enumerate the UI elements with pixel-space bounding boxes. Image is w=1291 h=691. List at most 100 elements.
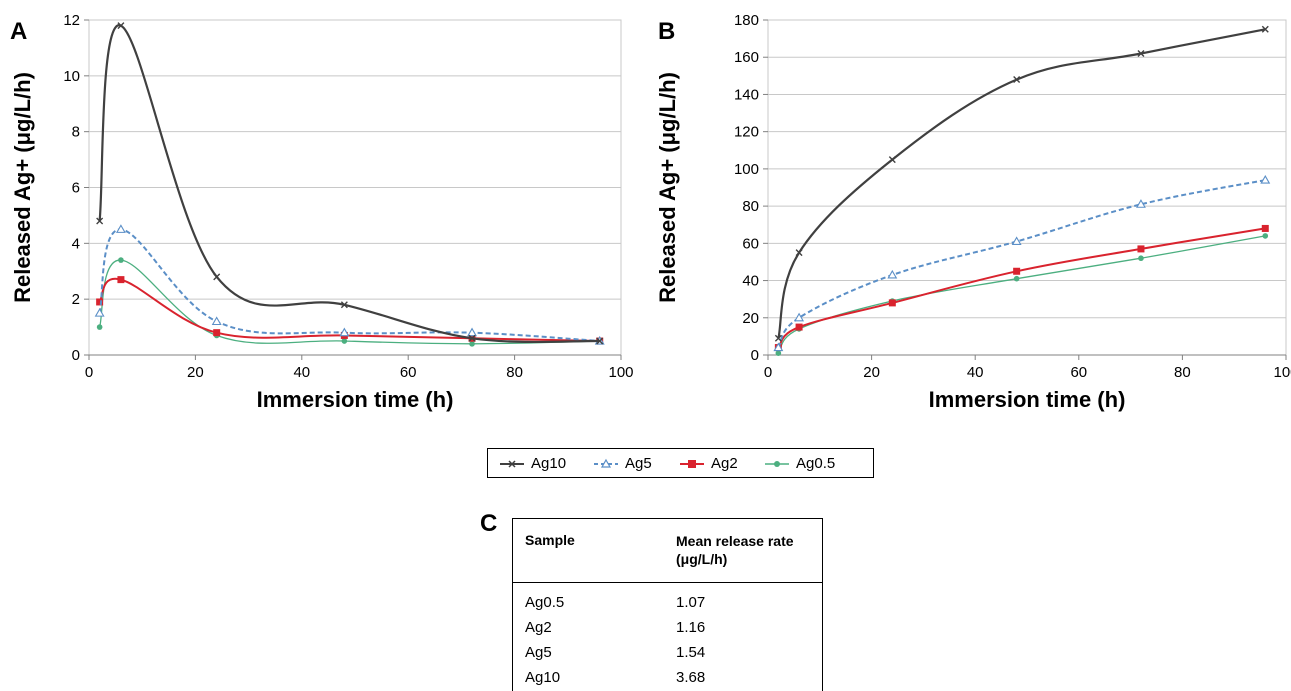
data-point: [1261, 224, 1269, 232]
data-point: [775, 350, 782, 356]
x-tick-label: 0: [764, 364, 772, 381]
y-tick-label: 0: [72, 347, 80, 364]
y-tick-label: 120: [734, 124, 759, 141]
panel-b-label: B: [658, 18, 676, 45]
series-ag2: [96, 276, 604, 345]
y-tick-label: 2: [72, 291, 80, 308]
y-tick-label: 60: [742, 235, 759, 252]
x-axis-label: Immersion time (h): [929, 387, 1126, 412]
data-point: [1137, 245, 1145, 253]
y-tick-label: 10: [63, 68, 80, 85]
data-point: [1137, 50, 1145, 57]
data-point: [1261, 25, 1269, 33]
series-line-ag2: [98, 277, 600, 342]
x-tick-label: 60: [1070, 364, 1087, 381]
data-point: [596, 337, 604, 345]
y-tick-label: 20: [742, 310, 759, 327]
legend-label-ag10: Ag10: [531, 455, 567, 472]
table-cell-sample: Ag0.5: [525, 594, 565, 611]
series-ag5: [773, 174, 1271, 352]
data-point: [117, 22, 125, 30]
y-tick-label: 140: [734, 86, 759, 103]
x-tick-label: 60: [400, 364, 417, 381]
legend-marker-ag05: [765, 461, 789, 467]
data-point: [1013, 275, 1020, 282]
table-cell-rate: 3.68: [676, 669, 706, 686]
table-cell-sample: Ag5: [525, 644, 552, 661]
table-cell-rate: 1.16: [676, 619, 706, 636]
y-axis-label: Released Ag+ (μg/L/h): [655, 72, 680, 303]
table-cell-rate: 1.54: [676, 644, 706, 661]
data-point: [1138, 255, 1144, 262]
data-point: [340, 301, 348, 309]
legend-marker-ag10: [500, 460, 524, 468]
series-ag05: [96, 257, 603, 347]
series-line-ag10: [98, 24, 600, 344]
plot-area: [767, 19, 1287, 356]
legend: Ag10 Ag5 Ag2 Ag0.5: [487, 448, 874, 478]
x-tick-label: 40: [967, 364, 984, 381]
x-tick-label: 40: [293, 364, 310, 381]
data-point: [118, 257, 124, 263]
release-rate-table: Sample Mean release rate (μg/L/h) Ag0.5 …: [512, 518, 823, 691]
data-point: [96, 298, 104, 306]
data-point: [117, 276, 125, 284]
y-tick-label: 0: [751, 347, 759, 364]
series-line-ag05: [777, 235, 1266, 354]
y-tick-label: 160: [734, 49, 759, 66]
x-tick-label: 100: [608, 364, 633, 381]
panel-c-label: C: [480, 510, 498, 537]
data-point: [887, 269, 898, 279]
data-point: [211, 316, 222, 326]
series-line-ag5: [98, 228, 600, 342]
series-line-ag10: [777, 28, 1266, 339]
legend-marker-ag2: [680, 460, 704, 468]
table-row: Ag10 3.68: [513, 666, 822, 691]
series-line-ag5: [777, 179, 1266, 349]
legend-marker-ag5: [594, 458, 618, 468]
x-tick-label: 80: [506, 364, 523, 381]
data-point: [96, 324, 103, 330]
data-point: [213, 329, 221, 337]
series-ag10: [774, 25, 1269, 342]
x-axis-label: Immersion time (h): [257, 387, 454, 412]
x-tick-label: 80: [1174, 364, 1191, 381]
panel-a-label: A: [10, 18, 28, 45]
x-tick-label: 20: [863, 364, 880, 381]
y-tick-label: 4: [72, 235, 80, 252]
y-axis-label: Released Ag+ (μg/L/h): [10, 72, 35, 303]
series-line-ag2: [777, 227, 1266, 349]
y-tick-label: 100: [734, 161, 759, 178]
data-point: [888, 156, 896, 164]
x-tick-label: 20: [187, 364, 204, 381]
data-point: [1011, 236, 1022, 246]
series-line-ag05: [98, 259, 600, 345]
table-row: Ag2 1.16: [513, 616, 822, 641]
data-point: [339, 327, 350, 337]
data-point: [94, 308, 105, 317]
legend-label-ag05: Ag0.5: [796, 455, 836, 472]
chart-a: 0 2 4 6 8 10 12 0 20 40 60 80 100 Immersion time (h) R…: [10, 12, 634, 412]
table-header-rate: Mean release rate (μg/L/h): [676, 533, 794, 567]
series-ag05: [775, 233, 1269, 356]
data-point: [774, 334, 782, 342]
x-tick-label: 100: [1273, 364, 1291, 381]
series-ag2: [774, 224, 1269, 352]
table-header-sample: Sample: [525, 532, 575, 548]
data-point: [96, 217, 104, 225]
data-point: [341, 338, 348, 344]
table-cell-sample: Ag10: [525, 669, 561, 686]
table-row: Ag5 1.54: [513, 641, 822, 666]
legend-label-ag5: Ag5: [625, 455, 652, 472]
data-point: [794, 312, 805, 322]
data-point: [468, 334, 476, 342]
series-ag10: [96, 22, 604, 345]
chart-b: 0 20 40 60 80 100 120 140 160 180 0 20 40 60 80 100 Imme…: [655, 12, 1291, 412]
data-point: [1013, 76, 1021, 84]
data-point: [1136, 199, 1146, 208]
y-tick-label: 6: [72, 180, 80, 197]
legend-label-ag2: Ag2: [711, 455, 738, 472]
y-tick-label: 12: [63, 12, 80, 29]
data-point: [795, 249, 803, 257]
